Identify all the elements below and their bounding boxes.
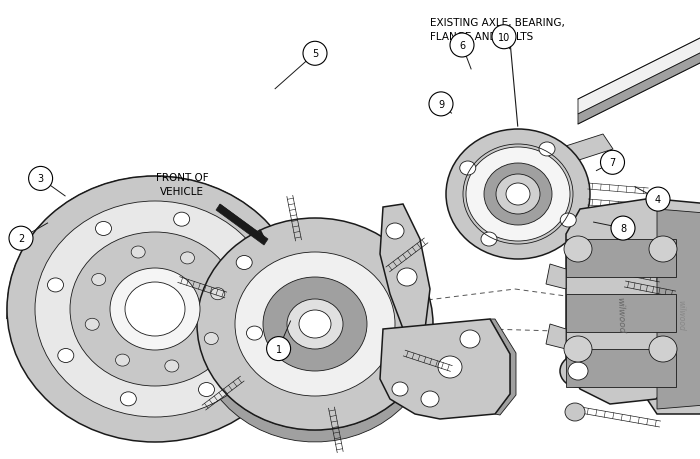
Ellipse shape [460, 330, 480, 348]
Polygon shape [578, 30, 700, 125]
Ellipse shape [235, 252, 395, 396]
Ellipse shape [649, 336, 677, 362]
Ellipse shape [466, 148, 570, 241]
Ellipse shape [48, 278, 64, 292]
Text: wilwood: wilwood [615, 296, 625, 333]
Polygon shape [380, 205, 430, 334]
Text: 4: 4 [655, 195, 661, 205]
Polygon shape [216, 205, 268, 246]
Text: FLANGE AND BOLTS: FLANGE AND BOLTS [430, 32, 533, 42]
Text: 10: 10 [498, 33, 510, 43]
Polygon shape [578, 15, 700, 115]
Polygon shape [657, 210, 700, 409]
Ellipse shape [174, 213, 190, 227]
Ellipse shape [70, 233, 240, 386]
Text: VEHICLE: VEHICLE [160, 187, 204, 196]
Ellipse shape [392, 382, 408, 396]
Ellipse shape [446, 130, 590, 259]
Ellipse shape [95, 222, 111, 236]
Ellipse shape [236, 256, 252, 270]
Text: 3: 3 [38, 174, 43, 184]
Circle shape [303, 42, 327, 66]
Circle shape [429, 93, 453, 117]
Ellipse shape [484, 164, 552, 225]
Ellipse shape [35, 202, 275, 417]
Ellipse shape [421, 391, 439, 407]
Polygon shape [448, 134, 613, 200]
Text: 1: 1 [276, 344, 281, 354]
Ellipse shape [649, 236, 677, 263]
Circle shape [601, 151, 624, 175]
Circle shape [611, 217, 635, 241]
Ellipse shape [120, 392, 136, 406]
Ellipse shape [199, 383, 214, 397]
Polygon shape [566, 349, 676, 387]
Ellipse shape [125, 282, 185, 336]
Circle shape [646, 188, 670, 212]
Ellipse shape [460, 162, 476, 176]
Polygon shape [546, 264, 566, 289]
Ellipse shape [211, 288, 225, 300]
Circle shape [492, 26, 516, 50]
Ellipse shape [299, 310, 331, 338]
Circle shape [267, 337, 290, 361]
Circle shape [450, 34, 474, 58]
Polygon shape [546, 325, 566, 349]
Ellipse shape [560, 213, 576, 228]
Polygon shape [647, 200, 700, 414]
Ellipse shape [85, 319, 99, 330]
Text: 5: 5 [312, 49, 318, 59]
Polygon shape [566, 294, 676, 332]
Polygon shape [490, 319, 516, 415]
Ellipse shape [568, 362, 588, 380]
Polygon shape [197, 325, 433, 442]
Ellipse shape [287, 299, 343, 349]
Text: 7: 7 [610, 158, 615, 168]
Ellipse shape [246, 326, 262, 340]
Polygon shape [566, 200, 676, 404]
Ellipse shape [181, 252, 195, 264]
Ellipse shape [438, 356, 462, 378]
Text: 2: 2 [18, 234, 24, 244]
Ellipse shape [481, 233, 497, 246]
Ellipse shape [496, 174, 540, 214]
Text: 9: 9 [438, 100, 444, 110]
Ellipse shape [560, 355, 596, 387]
Ellipse shape [116, 354, 130, 366]
Circle shape [9, 227, 33, 251]
Ellipse shape [386, 224, 404, 240]
Ellipse shape [263, 277, 367, 371]
Polygon shape [7, 177, 303, 319]
Ellipse shape [565, 403, 585, 421]
Polygon shape [380, 319, 510, 419]
Ellipse shape [164, 360, 178, 372]
Ellipse shape [58, 349, 74, 363]
Ellipse shape [506, 184, 530, 206]
Ellipse shape [197, 218, 433, 430]
Text: EXISTING AXLE, BEARING,: EXISTING AXLE, BEARING, [430, 18, 565, 28]
Ellipse shape [92, 274, 106, 286]
Circle shape [29, 167, 52, 191]
Ellipse shape [564, 336, 592, 362]
Ellipse shape [397, 269, 417, 286]
Ellipse shape [204, 333, 218, 345]
Text: 6: 6 [459, 41, 465, 51]
Ellipse shape [110, 269, 200, 350]
Ellipse shape [7, 177, 303, 442]
Ellipse shape [539, 143, 555, 157]
Text: 8: 8 [620, 224, 626, 234]
Text: FRONT OF: FRONT OF [155, 173, 209, 183]
Polygon shape [566, 240, 676, 277]
Text: wilwood: wilwood [676, 299, 685, 330]
Ellipse shape [131, 246, 145, 258]
Ellipse shape [564, 236, 592, 263]
